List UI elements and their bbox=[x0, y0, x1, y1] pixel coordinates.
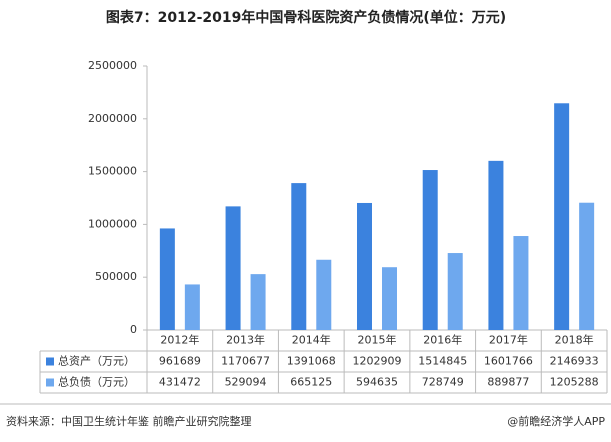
legend-swatch bbox=[46, 357, 54, 366]
x-tick-label: 2013年 bbox=[226, 333, 265, 347]
table-value: 1170677 bbox=[221, 355, 270, 368]
source: 资料来源：中国卫生统计年鉴 前瞻产业研究院整理 bbox=[6, 414, 252, 428]
x-tick-label: 2012年 bbox=[160, 333, 199, 347]
bar bbox=[184, 284, 200, 330]
table-value: 665125 bbox=[290, 376, 332, 389]
table-value: 1601766 bbox=[484, 355, 533, 368]
table-value: 529094 bbox=[225, 376, 267, 389]
table-value: 961689 bbox=[159, 355, 201, 368]
bar bbox=[316, 259, 332, 330]
bar bbox=[250, 274, 266, 330]
table-value: 2146933 bbox=[550, 355, 599, 368]
table-value: 1514845 bbox=[418, 355, 467, 368]
legend-swatch bbox=[46, 378, 54, 387]
bar bbox=[579, 202, 595, 330]
x-tick-label: 2018年 bbox=[555, 333, 594, 347]
table-value: 728749 bbox=[422, 376, 464, 389]
bar bbox=[159, 228, 175, 330]
x-tick-label: 2016年 bbox=[423, 333, 462, 347]
y-tick-label: 2000000 bbox=[88, 112, 137, 125]
table-value: 1202909 bbox=[353, 355, 402, 368]
y-tick-label: 0 bbox=[130, 323, 137, 336]
y-tick-label: 1000000 bbox=[88, 217, 137, 230]
legend-label: 总资产（万元） bbox=[58, 354, 135, 368]
bar bbox=[225, 206, 241, 330]
legend-label: 总负债（万元） bbox=[58, 375, 135, 389]
x-tick-label: 2017年 bbox=[489, 333, 528, 347]
bar bbox=[554, 103, 570, 330]
x-tick-label: 2014年 bbox=[292, 333, 331, 347]
credit: @前瞻经济学人APP bbox=[507, 414, 605, 428]
bar bbox=[291, 183, 307, 330]
table-value: 1205288 bbox=[550, 376, 599, 389]
bar bbox=[447, 253, 463, 330]
y-tick-label: 1500000 bbox=[88, 165, 137, 178]
y-tick-label: 500000 bbox=[95, 270, 137, 283]
bar bbox=[357, 202, 372, 330]
chart-title: 图表7：2012-2019年中国骨科医院资产负债情况(单位：万元) bbox=[106, 9, 506, 26]
table-value: 889877 bbox=[487, 376, 529, 389]
table-value: 431472 bbox=[159, 376, 201, 389]
table-value: 594635 bbox=[356, 376, 398, 389]
bar bbox=[513, 236, 529, 330]
x-tick-label: 2015年 bbox=[358, 333, 397, 347]
table-value: 1391068 bbox=[287, 355, 336, 368]
bar bbox=[422, 170, 438, 330]
y-tick-label: 2500000 bbox=[88, 59, 137, 72]
bar bbox=[382, 267, 397, 330]
bar bbox=[488, 160, 504, 330]
